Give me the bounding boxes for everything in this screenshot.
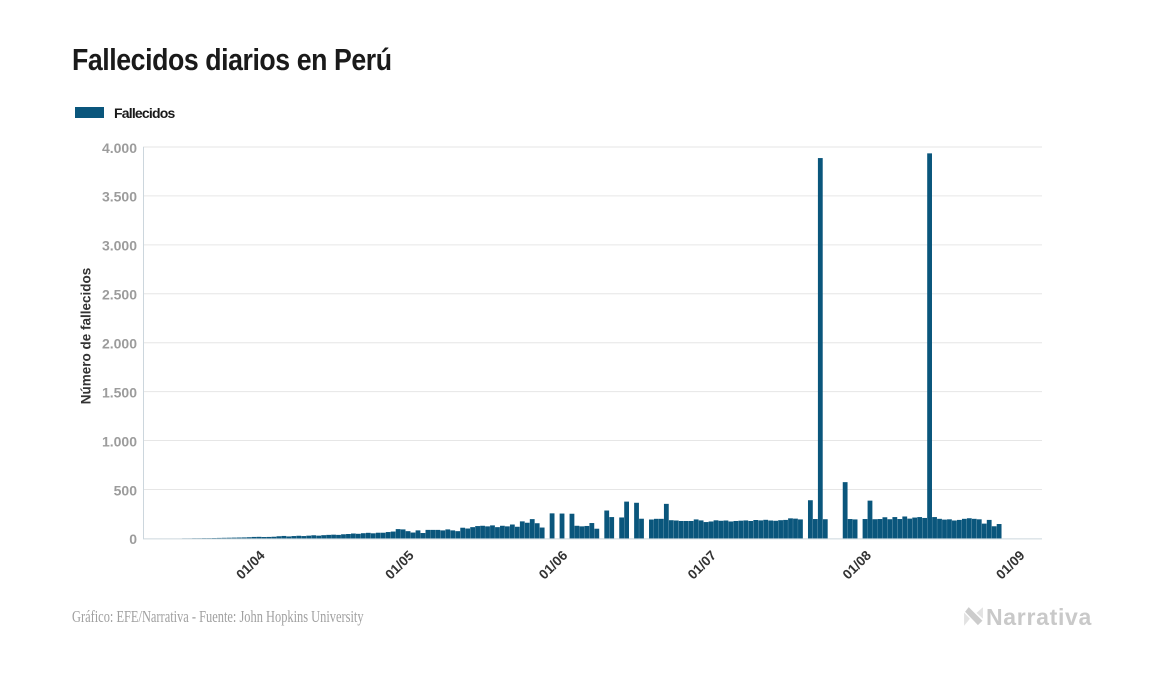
svg-text:Número de fallecidos: Número de fallecidos [79,268,94,405]
svg-text:01/06: 01/06 [536,547,571,582]
svg-text:0: 0 [129,531,137,547]
svg-text:500: 500 [114,482,138,498]
svg-text:2.000: 2.000 [102,336,137,352]
svg-text:1.500: 1.500 [102,384,137,400]
svg-text:01/05: 01/05 [382,547,417,582]
svg-text:01/08: 01/08 [840,547,875,582]
svg-text:1.000: 1.000 [102,433,137,449]
svg-text:01/07: 01/07 [685,548,720,583]
svg-text:2.500: 2.500 [102,287,137,303]
svg-text:01/09: 01/09 [993,548,1028,583]
svg-text:3.500: 3.500 [102,189,137,205]
svg-text:3.000: 3.000 [102,238,137,254]
svg-text:4.000: 4.000 [102,140,137,156]
svg-text:01/04: 01/04 [233,547,268,582]
